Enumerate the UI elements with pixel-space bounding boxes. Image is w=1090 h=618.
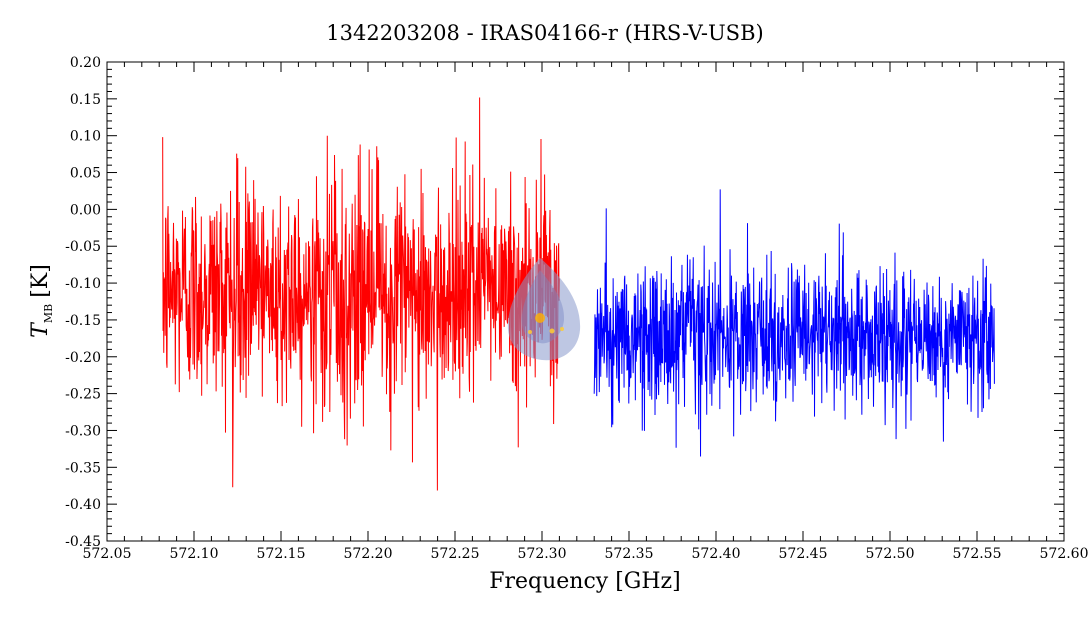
x-tick-label: 572.20 (344, 546, 393, 562)
x-axis-tick-labels: 572.05 572.10 572.15 572.20 572.25 572.30 572.… (83, 546, 1089, 562)
y-tick-label: -0.30 (65, 423, 101, 439)
y-axis-title-subscript: MB (42, 304, 55, 323)
y-axis-title-main: T (28, 321, 53, 338)
x-tick-label: 572.05 (83, 546, 132, 562)
watermark-droplet-icon (507, 258, 581, 361)
x-tick-label: 572.60 (1040, 546, 1089, 562)
spectrum-series-line (593, 189, 995, 457)
x-tick-label: 572.15 (257, 546, 306, 562)
y-tick-label: -0.05 (65, 239, 101, 255)
y-tick-label: 0.05 (70, 166, 101, 182)
svg-text:TMB[K]: TMB [K] (28, 264, 55, 338)
y-tick-label: -0.20 (65, 350, 101, 366)
x-tick-label: 572.35 (605, 546, 654, 562)
plot-frame (106, 61, 1065, 542)
y-tick-label: 0.20 (70, 55, 101, 71)
y-tick-label: 0.15 (70, 92, 101, 108)
y-axis-ticks (107, 61, 1064, 542)
y-tick-label: 0.00 (70, 202, 101, 218)
plot-area: 572.05 572.10 572.15 572.20 572.25 572.30 572.… (65, 55, 1088, 562)
y-tick-label: -0.25 (65, 387, 101, 403)
y-tick-label: -0.15 (65, 313, 101, 329)
x-tick-label: 572.25 (431, 546, 480, 562)
y-tick-label: -0.10 (65, 276, 101, 292)
chart-title: 1342203208 - IRAS04166-r (HRS-V-USB) (326, 21, 763, 45)
x-tick-label: 572.30 (518, 546, 567, 562)
y-tick-label: 0.10 (70, 129, 101, 145)
x-axis-ticks (106, 62, 1065, 541)
y-axis-title-unit: [K] (28, 264, 53, 298)
x-tick-label: 572.45 (779, 546, 828, 562)
x-tick-label: 572.40 (692, 546, 741, 562)
y-tick-label: -0.35 (65, 460, 101, 476)
y-axis-title: TMB [K] (28, 264, 55, 338)
x-tick-label: 572.50 (866, 546, 915, 562)
x-tick-label: 572.55 (953, 546, 1002, 562)
y-tick-label: -0.45 (65, 534, 101, 550)
series-layer (162, 97, 995, 491)
spectrum-series-line (162, 97, 560, 491)
y-tick-label: -0.40 (65, 497, 101, 513)
x-axis-title: Frequency [GHz] (489, 569, 681, 594)
y-axis-tick-labels: 0.20 0.15 0.10 0.05 0.00 -0.05 -0.10 -0.15 -0.20… (65, 55, 101, 550)
x-tick-label: 572.10 (170, 546, 219, 562)
